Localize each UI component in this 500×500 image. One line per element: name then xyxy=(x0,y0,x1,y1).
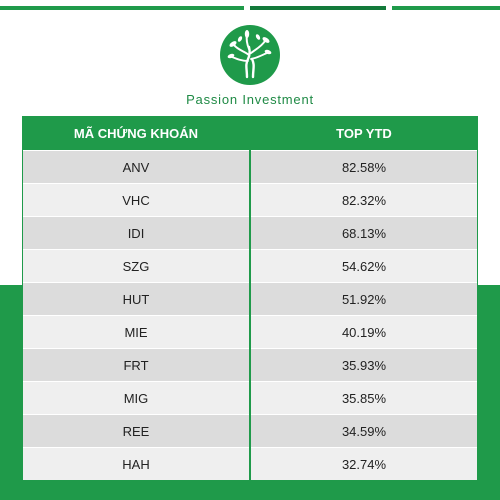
table-row: REE 34.59% xyxy=(23,414,477,448)
table-row: MIE 40.19% xyxy=(23,315,477,349)
ytd-cell: 82.32% xyxy=(250,183,477,217)
ytd-cell: 32.74% xyxy=(250,447,477,480)
stock-code-cell: SZG xyxy=(23,249,251,283)
stock-code-cell: HUT xyxy=(23,282,251,316)
stock-code-cell: FRT xyxy=(23,348,251,382)
ytd-cell: 34.59% xyxy=(250,414,477,448)
top-decor-bar-right xyxy=(392,6,500,10)
header-top-ytd: TOP YTD xyxy=(250,117,477,151)
brand-name: Passion Investment xyxy=(186,92,314,107)
stock-code-cell: MIE xyxy=(23,315,251,349)
table-row: HUT 51.92% xyxy=(23,282,477,316)
ytd-cell: 35.85% xyxy=(250,381,477,415)
stock-code-cell: HAH xyxy=(23,447,251,480)
stock-code-cell: REE xyxy=(23,414,251,448)
stock-code-cell: ANV xyxy=(23,150,251,184)
stock-code-cell: VHC xyxy=(23,183,251,217)
ytd-cell: 35.93% xyxy=(250,348,477,382)
ytd-cell: 82.58% xyxy=(250,150,477,184)
table-row: VHC 82.32% xyxy=(23,183,477,217)
ytd-table: MÃ CHỨNG KHOÁN TOP YTD ANV 82.58% VHC 82… xyxy=(22,116,478,481)
ytd-cell: 54.62% xyxy=(250,249,477,283)
table-row: HAH 32.74% xyxy=(23,447,477,480)
table-header-row: MÃ CHỨNG KHOÁN TOP YTD xyxy=(23,117,477,151)
stock-code-cell: IDI xyxy=(23,216,251,250)
tree-circle-icon xyxy=(220,25,280,85)
ytd-cell: 40.19% xyxy=(250,315,477,349)
header-stock-code: MÃ CHỨNG KHOÁN xyxy=(23,117,251,151)
ytd-cell: 68.13% xyxy=(250,216,477,250)
table-row: ANV 82.58% xyxy=(23,150,477,184)
ytd-cell: 51.92% xyxy=(250,282,477,316)
top-decor-bar-middle xyxy=(250,6,386,10)
stock-code-cell: MIG xyxy=(23,381,251,415)
table-row: FRT 35.93% xyxy=(23,348,477,382)
table-row: SZG 54.62% xyxy=(23,249,477,283)
top-decor-bar-left xyxy=(0,6,244,10)
table-row: MIG 35.85% xyxy=(23,381,477,415)
table-row: IDI 68.13% xyxy=(23,216,477,250)
